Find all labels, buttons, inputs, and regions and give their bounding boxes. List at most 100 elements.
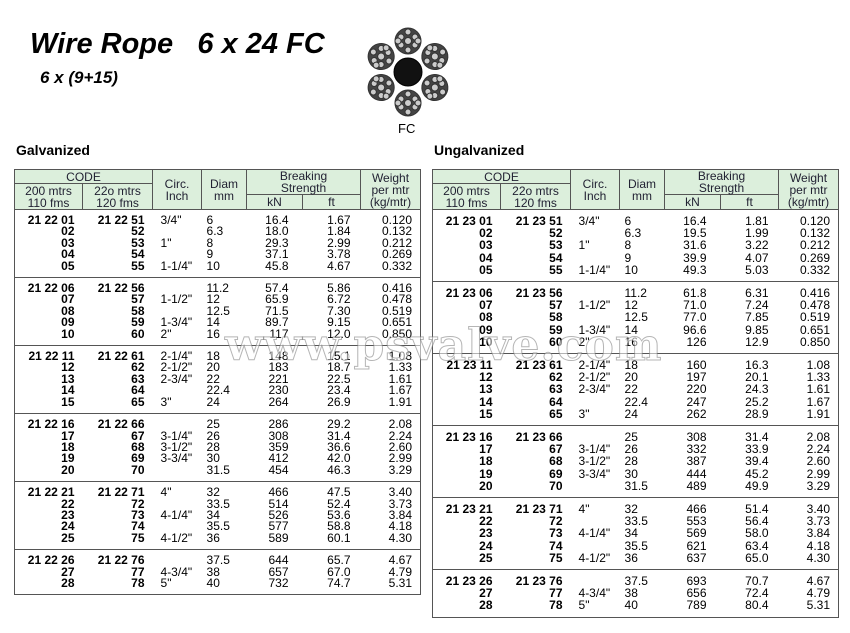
table-cell: 9.15 xyxy=(327,315,351,330)
table-cell: 3/4" xyxy=(578,214,600,228)
table-cell: 21 23 01 xyxy=(445,214,493,228)
table-row: 23 73 4-1/4" 34 569 58.0 3.84 xyxy=(433,527,839,539)
table-cell: 26 xyxy=(206,428,220,443)
table-cell: 31.6 xyxy=(683,238,707,253)
table-cell: 03 xyxy=(479,238,493,253)
table-cell: 65 xyxy=(131,394,145,409)
table-cell: 52 xyxy=(131,224,145,239)
table-cell: 46.3 xyxy=(327,462,351,477)
table-cell: 25.2 xyxy=(745,394,769,409)
table-cell: 569 xyxy=(686,526,707,541)
table-cell: 9.85 xyxy=(745,322,769,337)
table-cell: 0.269 xyxy=(799,250,831,265)
table-cell xyxy=(153,414,202,431)
table-cell: 5.31 xyxy=(388,575,413,590)
table-cell: 25 xyxy=(206,417,220,432)
table-cell xyxy=(153,385,202,396)
table-cell: 28 xyxy=(624,454,638,469)
table-cell: 09 xyxy=(61,315,75,330)
table-cell: 19.5 xyxy=(683,226,707,241)
table-cell: 1-1/4" xyxy=(578,262,611,277)
table-cell: 65.7 xyxy=(327,553,351,568)
table-cell: 60.1 xyxy=(327,530,351,545)
table-cell: 21 23 56 xyxy=(515,286,563,301)
table-row: 17 67 3-1/4" 26 308 31.4 2.24 xyxy=(15,428,421,443)
table-cell: 1-3/4" xyxy=(578,322,611,337)
table-cell: 26.9 xyxy=(327,394,351,409)
header-cell: kN xyxy=(664,194,722,210)
table-cell: 1.91 xyxy=(388,394,413,409)
figure-label: FC xyxy=(398,121,416,136)
table-row: 15 65 3" 24 264 26.9 1.91 xyxy=(15,394,421,414)
table-cell: 17 xyxy=(61,428,75,443)
table-cell: 6.31 xyxy=(745,286,769,301)
table-cell: 38 xyxy=(206,564,220,579)
table-cell: 332 xyxy=(686,442,707,457)
table-cell: 07 xyxy=(479,298,493,313)
table-cell: 54 xyxy=(549,250,563,265)
table-cell: 23 xyxy=(61,507,75,522)
table-cell xyxy=(571,570,620,588)
table-cell: 21 23 21 xyxy=(445,502,493,517)
table-cell: 31.4 xyxy=(327,428,351,443)
table-cell: 18.7 xyxy=(327,360,351,375)
header-cell: Breaking Strength xyxy=(664,169,780,195)
table-cell: 39.4 xyxy=(745,454,769,469)
table-cell: 3-3/4" xyxy=(578,466,611,481)
table-cell: 5" xyxy=(160,575,172,590)
table-cell: 32 xyxy=(206,485,220,500)
header-cell: 200 mtrs 110 fms xyxy=(14,183,83,210)
table-cell: 31.5 xyxy=(624,478,648,493)
table-cell: 4.79 xyxy=(388,564,413,579)
table-cell: 23.4 xyxy=(327,383,351,398)
table-cell: 4-3/4" xyxy=(160,564,193,579)
table-cell: 0.651 xyxy=(381,315,413,330)
table-cell: 51.4 xyxy=(745,502,769,517)
table-cell: 74 xyxy=(131,519,145,534)
table-cell: 1.67 xyxy=(806,394,831,409)
table-cell: 656 xyxy=(686,586,707,601)
table-cell: 637 xyxy=(686,550,707,565)
table-cell: 693 xyxy=(686,574,707,589)
table-cell: 24 xyxy=(61,519,75,534)
table-row: 21 22 11 21 22 61 2-1/4" 18 148 15.1 1.08 xyxy=(15,346,421,363)
table-cell: 14 xyxy=(624,322,638,337)
table-cell: 40 xyxy=(206,575,220,590)
table-cell: 0.519 xyxy=(799,310,831,325)
table-cell: 77 xyxy=(131,564,145,579)
row-group: 21 22 11 21 22 61 2-1/4" 18 148 15.1 1.08 12 62 2… xyxy=(14,345,421,414)
table-cell: 68 xyxy=(131,439,145,454)
table-cell: 2.24 xyxy=(388,428,413,443)
table-cell: 3" xyxy=(578,406,590,421)
table-cell: 18 xyxy=(206,349,220,364)
table-row: 18 68 3-1/2" 28 359 36.6 2.60 xyxy=(15,439,421,454)
table-cell: 3-3/4" xyxy=(160,451,193,466)
table-cell: 74 xyxy=(549,538,563,553)
table-cell: 67 xyxy=(131,428,145,443)
table-cell: 58.8 xyxy=(327,519,351,534)
table-row: 02 52 6.3 18.0 1.84 0.132 xyxy=(15,224,421,239)
table-cell: 221 xyxy=(268,371,289,386)
table-row: 08 58 12.5 71.5 7.30 0.519 xyxy=(15,305,421,317)
table-cell: 148 xyxy=(268,349,289,364)
table-cell: 27 xyxy=(479,586,493,601)
table-row: 25 75 4-1/2" 36 589 60.1 4.30 xyxy=(15,530,421,550)
table-cell: 553 xyxy=(686,514,707,529)
row-group: 21 23 11 21 23 61 2-1/4" 18 160 16.3 1.08 12 62 2… xyxy=(432,353,839,426)
table-cell: 1-1/2" xyxy=(578,298,611,313)
table-cell: 6 xyxy=(624,214,632,228)
table-cell: 04 xyxy=(61,247,75,262)
table-cell: 4.30 xyxy=(388,530,413,545)
table-cell: 308 xyxy=(268,428,289,443)
table-cell: 4.79 xyxy=(806,586,831,601)
table-cell: 15 xyxy=(479,406,493,421)
table-row: 25 75 4-1/2" 36 637 65.0 4.30 xyxy=(433,552,839,570)
table-cell: 31.5 xyxy=(206,462,230,477)
table-cell: 3.40 xyxy=(388,485,413,500)
table-cell: 183 xyxy=(268,360,289,375)
title: Wire Rope 6 x 24 FC xyxy=(30,28,325,60)
data-table: CODE Circ. Inch Diam mm Breaking Strength We… xyxy=(13,169,422,595)
table-cell: 45.2 xyxy=(745,466,769,481)
table-cell: 19 xyxy=(61,451,75,466)
table-cell: 16 xyxy=(206,326,220,341)
